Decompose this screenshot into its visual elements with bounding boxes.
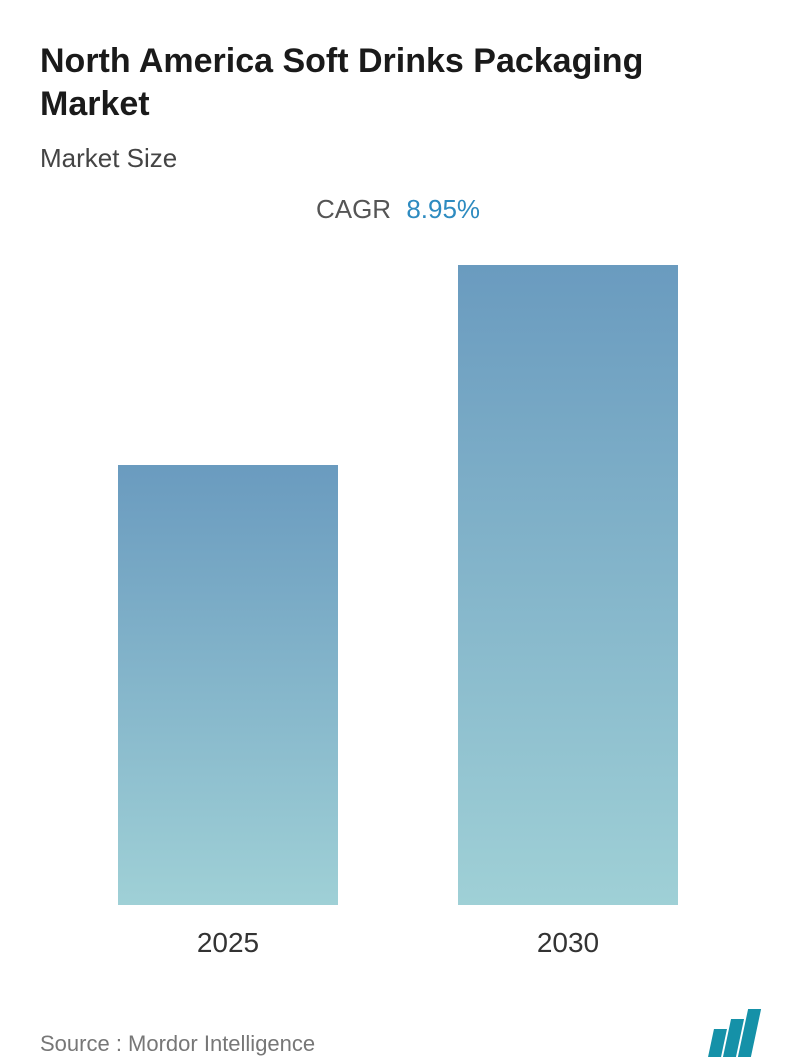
cagr-value: 8.95% bbox=[406, 194, 480, 224]
cagr-row: CAGR 8.95% bbox=[40, 194, 756, 225]
bar-label: 2030 bbox=[537, 927, 599, 959]
bar-2025 bbox=[118, 465, 338, 905]
source-text: Source : Mordor Intelligence bbox=[40, 1031, 315, 1057]
chart-footer: Source : Mordor Intelligence bbox=[40, 999, 756, 1057]
bar-chart: 2025 2030 bbox=[40, 265, 756, 959]
chart-title: North America Soft Drinks Packaging Mark… bbox=[40, 40, 756, 125]
bar-label: 2025 bbox=[197, 927, 259, 959]
bar-2030 bbox=[458, 265, 678, 905]
chart-container: North America Soft Drinks Packaging Mark… bbox=[0, 0, 796, 1034]
bar-group: 2030 bbox=[458, 265, 678, 959]
cagr-label: CAGR bbox=[316, 194, 391, 224]
chart-subtitle: Market Size bbox=[40, 143, 756, 174]
brand-logo bbox=[711, 1009, 756, 1057]
logo-bar-icon bbox=[738, 1009, 761, 1057]
bar-group: 2025 bbox=[118, 465, 338, 959]
